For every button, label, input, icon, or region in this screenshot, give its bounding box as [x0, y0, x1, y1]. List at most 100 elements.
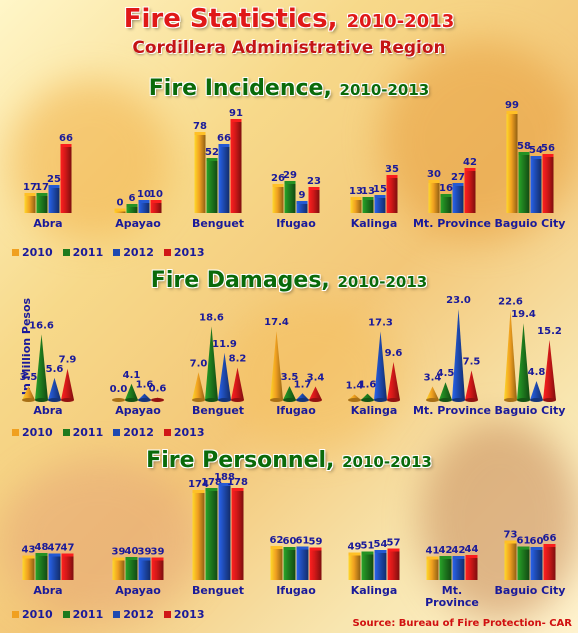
data-label: 7.9	[59, 355, 77, 366]
data-label: 4.8	[528, 367, 546, 378]
incidence-title: Fire Incidence, 2010-2013	[0, 76, 578, 101]
data-label: 18.6	[199, 312, 224, 323]
data-label: 19.4	[511, 309, 536, 320]
data-label: 4.1	[123, 370, 141, 381]
bar-ifugao-2010	[270, 331, 283, 400]
damages-title-text: Fire Damages,	[150, 268, 330, 293]
bar-top	[61, 553, 74, 557]
cone-base	[543, 398, 556, 402]
bar-baguio-city-2012	[530, 159, 542, 213]
bar-top	[530, 156, 542, 159]
data-label: 62	[270, 535, 284, 546]
bar-top	[151, 557, 164, 561]
bar-baguio-city-2011	[517, 549, 530, 580]
bar-baguio-city-2011	[518, 155, 530, 213]
bar-top	[114, 208, 126, 212]
category-label: Mt. Province	[413, 404, 491, 417]
page-subtitle: Cordillera Administrative Region	[132, 38, 446, 58]
data-label: 0	[117, 198, 124, 209]
bar-baguio-city-2013	[543, 547, 556, 580]
bar-top	[35, 553, 48, 556]
bar-kalinga-2012	[374, 331, 387, 400]
bar-top	[542, 154, 554, 157]
bar-benguet-2010	[192, 372, 205, 400]
cone-base	[151, 398, 164, 402]
bar-top	[192, 490, 205, 493]
data-label: 3.4	[424, 373, 442, 384]
data-label: 59	[309, 537, 323, 548]
data-label: 5.6	[46, 364, 64, 375]
personnel-title-text: Fire Personnel,	[146, 448, 335, 473]
incidence-title-text: Fire Incidence,	[148, 76, 332, 101]
data-label: 0.0	[110, 384, 128, 395]
cone-base	[231, 398, 244, 402]
bar-apayao-2012	[138, 560, 151, 580]
cone-base	[205, 398, 218, 402]
bar-top	[283, 547, 296, 550]
cone-base	[517, 398, 530, 402]
cone-base	[387, 398, 400, 402]
data-label: 60	[530, 536, 544, 547]
legend-label: 2011	[72, 426, 104, 439]
data-label: 54	[529, 145, 543, 156]
legend-item-2011: 2011	[62, 608, 103, 621]
bar-abra-2012	[48, 556, 61, 580]
cone-base	[61, 398, 74, 402]
legend-item-2011: 2011	[62, 246, 103, 259]
legend-swatch	[113, 429, 121, 436]
fire-incidence-legend: 2010 2011 2012 2013	[12, 246, 205, 259]
bar-kalinga-2012	[374, 553, 387, 580]
data-label: 39	[151, 547, 165, 558]
bar-top	[452, 183, 464, 186]
bar-top	[386, 175, 398, 178]
data-label: 54	[374, 539, 388, 550]
bar-kalinga-2011	[362, 200, 374, 213]
cone-base	[218, 398, 231, 402]
data-label: 57	[387, 538, 401, 549]
cone-base	[138, 398, 151, 402]
legend-item-2011: 2011	[62, 426, 104, 439]
data-label: 42	[439, 545, 453, 556]
legend-swatch	[163, 611, 171, 618]
bar-top	[150, 200, 162, 203]
data-label: 6	[129, 193, 136, 204]
data-label: 16	[439, 183, 453, 194]
bar-benguet-2011	[206, 161, 218, 213]
fire-damages-chart: 3.516.65.67.9Abra0.04.11.60.6Apayao7.018…	[20, 295, 566, 417]
bar-abra-2010	[24, 196, 36, 213]
bar-benguet-2010	[194, 135, 206, 213]
bar-baguio-city-2011	[517, 323, 530, 400]
legend-swatch	[62, 429, 70, 436]
category-label: Abra	[33, 584, 62, 597]
data-label: 9	[299, 190, 306, 201]
bar-abra-2010	[22, 558, 35, 580]
data-label: 23	[307, 176, 321, 187]
bar-baguio-city-2013	[543, 339, 556, 400]
bar-top	[24, 193, 36, 196]
category-label: Ifugao	[276, 584, 316, 597]
cone-base	[374, 398, 387, 402]
bar-top	[218, 483, 231, 486]
data-label: 39	[112, 547, 126, 558]
bar-benguet-2011	[205, 491, 218, 580]
bar-apayao-2010	[112, 560, 125, 580]
damages-title: Fire Damages, 2010-2013	[0, 268, 578, 293]
bar-apayao-2013	[151, 560, 164, 580]
data-label: 178	[227, 477, 248, 488]
cone-base	[270, 398, 283, 402]
bar-top	[504, 540, 517, 544]
incidence-title-years: 2010-2013	[339, 81, 430, 99]
bar-top	[48, 185, 60, 188]
bar-mt-province-2012	[452, 308, 465, 400]
bar-top	[125, 557, 138, 560]
data-label: 8.2	[229, 354, 247, 365]
data-label: 11.9	[212, 339, 237, 350]
bar-baguio-city-2010	[504, 310, 517, 400]
bar-apayao-2011	[126, 207, 138, 213]
legend-label: 2013	[173, 608, 205, 621]
data-label: 1.6	[136, 380, 154, 391]
bar-mt-province-2010	[426, 559, 439, 580]
bar-mt-province-2011	[439, 559, 452, 580]
bar-top	[22, 555, 35, 559]
